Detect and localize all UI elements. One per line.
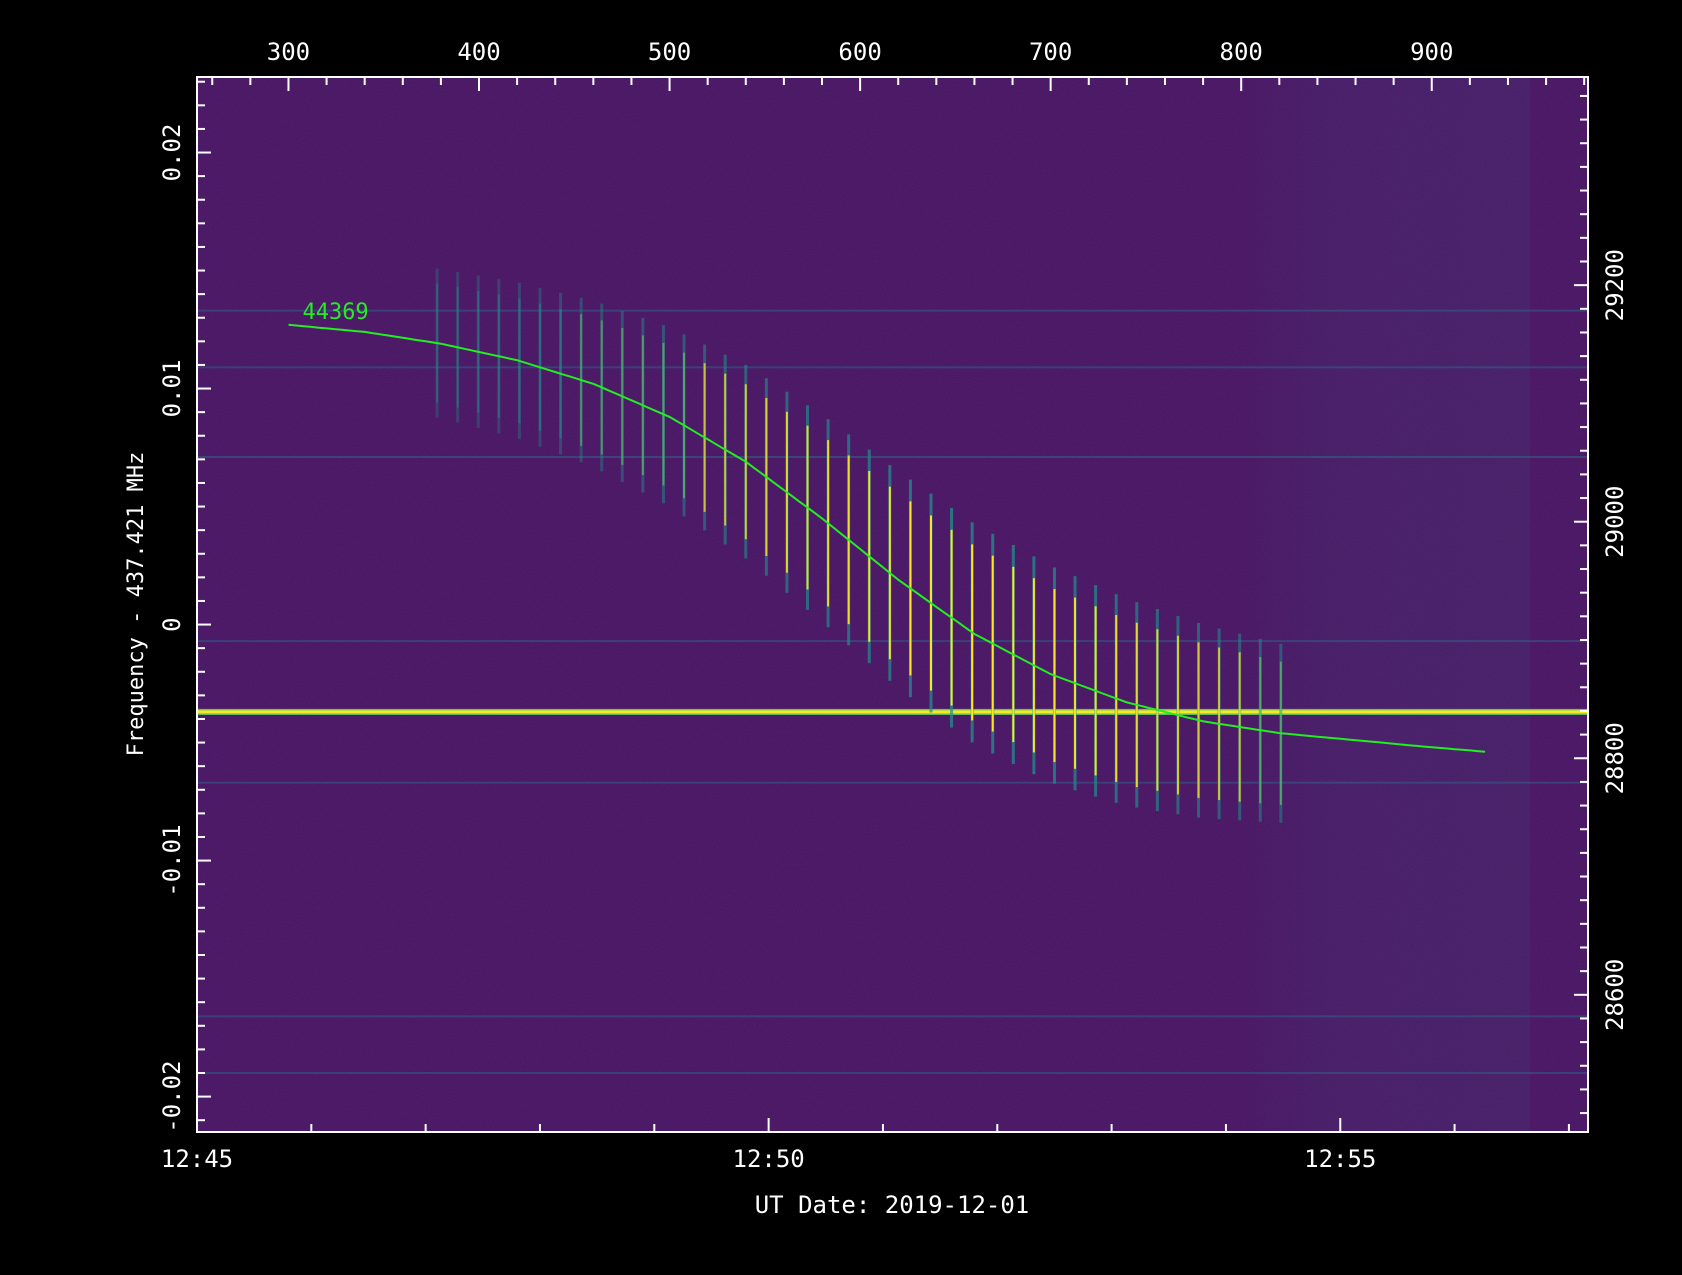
left-tick-label: 0.01	[158, 360, 186, 418]
faint-horizontal-line	[197, 640, 1588, 643]
top-axis-ticks: 300 400 500 600 700 800 900	[211, 38, 1586, 91]
top-tick-label: 400	[457, 38, 500, 66]
bottom-axis-ticks: 12:45 12:50 12:55	[161, 1118, 1570, 1173]
right-axis-ticks: 29200 29000 28800 28600	[1574, 94, 1629, 1115]
top-tick-label: 800	[1220, 38, 1263, 66]
top-tick-label: 300	[267, 38, 310, 66]
top-tick-label: 600	[838, 38, 881, 66]
faint-horizontal-line	[197, 781, 1588, 784]
bottom-tick-label: 12:55	[1304, 1145, 1376, 1173]
right-tick-label: 28800	[1601, 722, 1629, 794]
strong-carrier-line	[197, 710, 1588, 714]
fit-curve-group: 44369	[288, 300, 1486, 753]
left-tick-label: 0	[158, 617, 186, 631]
left-tick-label: -0.02	[158, 1060, 186, 1132]
doppler-fit-curve	[288, 323, 1486, 753]
left-axis-ticks: 0.02 0.01 0 -0.01 -0.02	[158, 80, 211, 1133]
faint-horizontal-line	[197, 366, 1588, 369]
left-tick-label: 0.02	[158, 124, 186, 182]
top-tick-label: 900	[1410, 38, 1453, 66]
right-tick-label: 29200	[1601, 249, 1629, 321]
noisy-band-region	[1240, 77, 1530, 1132]
faint-horizontal-line	[197, 455, 1588, 458]
x-axis-title: UT Date: 2019-12-01	[755, 1191, 1030, 1219]
faint-horizontal-line	[197, 1015, 1588, 1018]
fit-curve-label: 44369	[302, 300, 368, 325]
top-tick-label: 500	[648, 38, 691, 66]
bottom-tick-label: 12:45	[161, 1145, 233, 1173]
right-tick-label: 29000	[1601, 486, 1629, 558]
plot-frame	[196, 76, 1589, 1133]
bottom-tick-label: 12:50	[733, 1145, 805, 1173]
right-tick-label: 28600	[1601, 959, 1629, 1031]
faint-horizontal-line	[197, 1071, 1588, 1074]
horizontal-signal-lines	[197, 309, 1588, 1074]
left-tick-label: -0.01	[158, 824, 186, 896]
y-axis-title: Frequency - 437.421 MHz	[124, 452, 149, 757]
faint-horizontal-line	[197, 309, 1588, 312]
top-tick-label: 700	[1029, 38, 1072, 66]
